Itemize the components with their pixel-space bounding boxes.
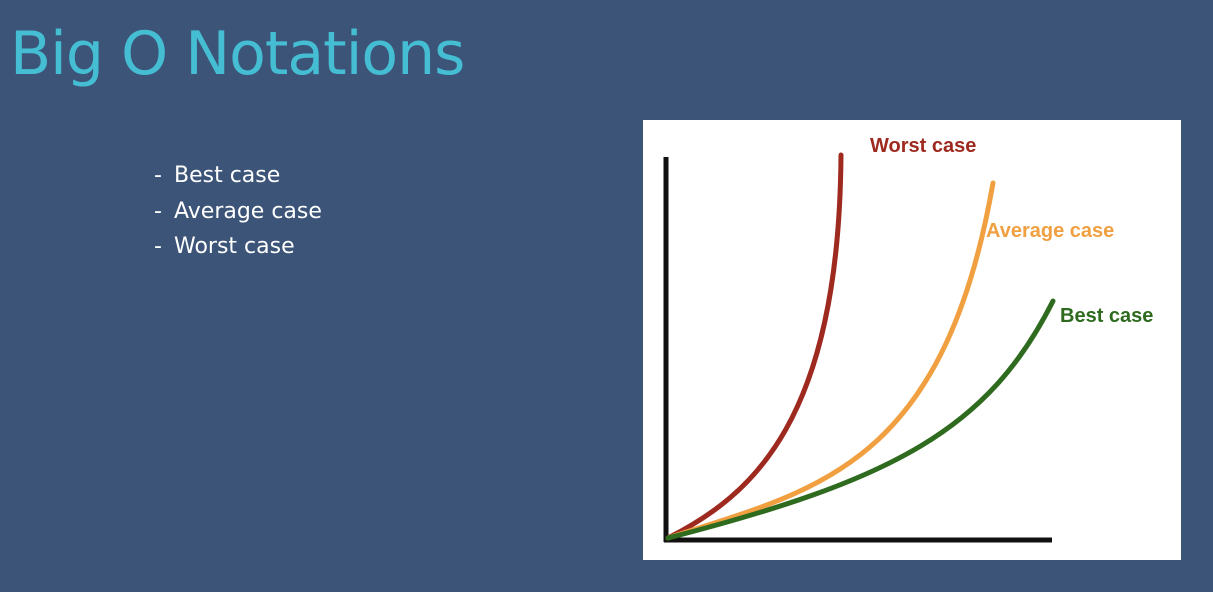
worst-case-curve xyxy=(665,152,844,541)
average-case-label: Average case xyxy=(986,220,1114,242)
slide-title: Big O Notations xyxy=(10,19,465,89)
bullet-text: Best case xyxy=(174,163,281,188)
best-case-label: Best case xyxy=(1060,305,1153,327)
bullet-list: - Best case - Average case - Worst case xyxy=(154,158,322,265)
bullet-dash: - xyxy=(154,198,162,224)
bullet-text: Average case xyxy=(174,198,322,224)
bullet-dash: - xyxy=(154,163,162,188)
bullet-dash: - xyxy=(154,234,162,259)
complexity-diagram: Worst case Average case Best case xyxy=(643,120,1181,560)
average-case-curve xyxy=(665,180,996,541)
bullet-text: Worst case xyxy=(174,234,295,259)
bullet-item-best-case: - Best case xyxy=(154,158,322,194)
best-case-curve xyxy=(665,298,1056,541)
bullet-item-worst-case: - Worst case xyxy=(154,229,322,265)
complexity-diagram-svg: Worst case Average case Best case xyxy=(663,135,1153,543)
bullet-item-average-case: - Average case xyxy=(154,194,322,230)
worst-case-label: Worst case xyxy=(870,135,976,157)
